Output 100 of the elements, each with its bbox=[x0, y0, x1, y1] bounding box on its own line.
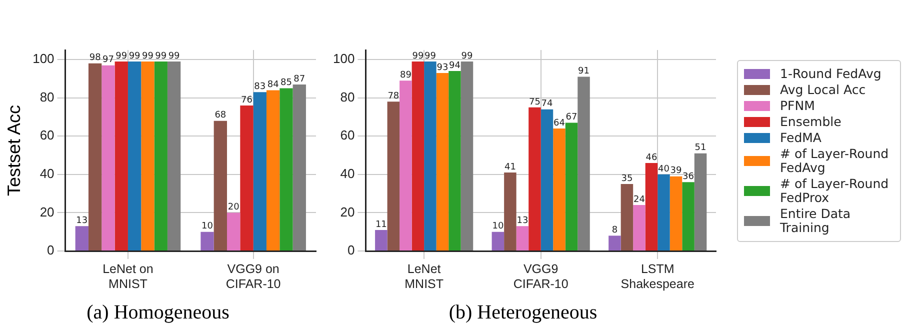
data-label: 46 bbox=[646, 152, 658, 163]
text: (a) Homogeneous bbox=[86, 301, 230, 324]
data-label: 10 bbox=[202, 222, 214, 232]
data-label: 85 bbox=[280, 78, 292, 88]
bar bbox=[114, 61, 128, 250]
bar bbox=[578, 76, 590, 250]
data-label: 20 bbox=[228, 202, 240, 213]
data-label: 41 bbox=[504, 162, 516, 172]
bar bbox=[633, 205, 646, 250]
y-tick-label: 0 bbox=[347, 242, 355, 258]
data-label: 74 bbox=[541, 99, 553, 110]
data-label: 78 bbox=[388, 92, 400, 102]
bar bbox=[436, 72, 449, 250]
data-label: 99 bbox=[128, 51, 141, 62]
data-label: 24 bbox=[633, 194, 646, 205]
bar bbox=[102, 65, 115, 250]
bar bbox=[682, 182, 694, 250]
bar bbox=[227, 212, 240, 250]
data-label: 51 bbox=[694, 143, 706, 154]
data-label: 40 bbox=[658, 164, 670, 174]
legend-label: FedMA bbox=[780, 130, 822, 145]
y-tick-label: 80 bbox=[340, 89, 355, 104]
bar bbox=[658, 174, 670, 250]
legend-label: Ensemble bbox=[780, 114, 842, 129]
data-label: 97 bbox=[102, 55, 114, 66]
data-label: 98 bbox=[89, 53, 102, 64]
bar bbox=[608, 236, 621, 250]
y-axis-title: Testset Acc bbox=[4, 104, 24, 196]
data-label: 13 bbox=[516, 216, 528, 226]
bar bbox=[504, 172, 516, 250]
bar bbox=[141, 61, 154, 250]
data-label: 10 bbox=[492, 222, 504, 232]
bar bbox=[694, 153, 707, 250]
data-label: 99 bbox=[424, 51, 436, 62]
bar bbox=[167, 61, 181, 250]
data-label: 94 bbox=[449, 60, 461, 71]
data-label: 99 bbox=[155, 51, 167, 62]
data-label: 91 bbox=[578, 66, 590, 77]
y-tick-label: 20 bbox=[340, 204, 355, 220]
text: (b) Heterogeneous bbox=[448, 301, 598, 324]
bar bbox=[516, 226, 529, 250]
bar bbox=[492, 232, 504, 250]
y-tick-label: 20 bbox=[40, 204, 54, 220]
bar bbox=[528, 107, 541, 250]
data-label: 75 bbox=[528, 97, 540, 108]
y-tick-label: 60 bbox=[340, 128, 355, 143]
bar bbox=[154, 61, 168, 250]
y-tick-label: 0 bbox=[47, 242, 54, 258]
bar bbox=[75, 226, 88, 250]
legend-label: Entire Data Training bbox=[780, 206, 852, 235]
bar bbox=[424, 61, 436, 250]
y-tick-label: 100 bbox=[32, 51, 54, 66]
bar bbox=[565, 122, 578, 250]
bar bbox=[375, 230, 388, 250]
y-tick-label: 40 bbox=[340, 166, 355, 182]
bar bbox=[88, 63, 102, 250]
x-tick-label: LeNet MNIST bbox=[404, 262, 444, 291]
bar bbox=[412, 61, 424, 250]
data-label: 35 bbox=[621, 174, 633, 184]
data-label: 99 bbox=[168, 51, 180, 62]
data-label: 93 bbox=[436, 62, 448, 73]
bar bbox=[540, 109, 554, 250]
data-label: 83 bbox=[254, 82, 266, 92]
bar bbox=[128, 61, 142, 250]
legend-label: PFNM bbox=[780, 98, 815, 113]
data-label: 68 bbox=[214, 110, 226, 121]
data-label: 36 bbox=[682, 172, 694, 182]
y-tick-label: 60 bbox=[40, 128, 54, 143]
bar bbox=[280, 88, 293, 250]
bar bbox=[400, 80, 412, 250]
data-label: 39 bbox=[670, 166, 682, 176]
data-label: 11 bbox=[375, 220, 387, 230]
bar bbox=[645, 162, 658, 250]
bar bbox=[670, 176, 682, 250]
data-label: 99 bbox=[116, 51, 128, 62]
x-tick-label: LeNet on MNIST bbox=[102, 262, 154, 291]
legend-label: 1-Round FedAvg bbox=[780, 66, 882, 81]
data-label: 89 bbox=[400, 70, 412, 80]
data-label: 13 bbox=[76, 216, 88, 226]
bar bbox=[266, 90, 280, 250]
bar bbox=[460, 61, 474, 250]
data-label: 76 bbox=[241, 95, 253, 106]
data-label: 99 bbox=[412, 51, 424, 62]
y-tick-label: 80 bbox=[40, 89, 54, 104]
bar bbox=[200, 232, 214, 250]
x-tick-label: VGG9 CIFAR-10 bbox=[513, 262, 568, 291]
legend-label: Avg Local Acc bbox=[780, 82, 866, 97]
bar bbox=[240, 106, 254, 250]
data-label: 67 bbox=[566, 112, 578, 123]
bar bbox=[553, 128, 566, 250]
bar bbox=[214, 120, 227, 250]
legend-label: # of Layer-Round FedAvg bbox=[780, 146, 890, 175]
data-label: 64 bbox=[554, 118, 566, 128]
bar bbox=[292, 84, 306, 250]
data-label: 84 bbox=[267, 80, 280, 90]
bar bbox=[387, 102, 400, 250]
data-label: 99 bbox=[142, 51, 154, 62]
bar bbox=[253, 92, 266, 250]
y-tick-label: 40 bbox=[40, 166, 54, 182]
data-label: 99 bbox=[461, 51, 473, 62]
